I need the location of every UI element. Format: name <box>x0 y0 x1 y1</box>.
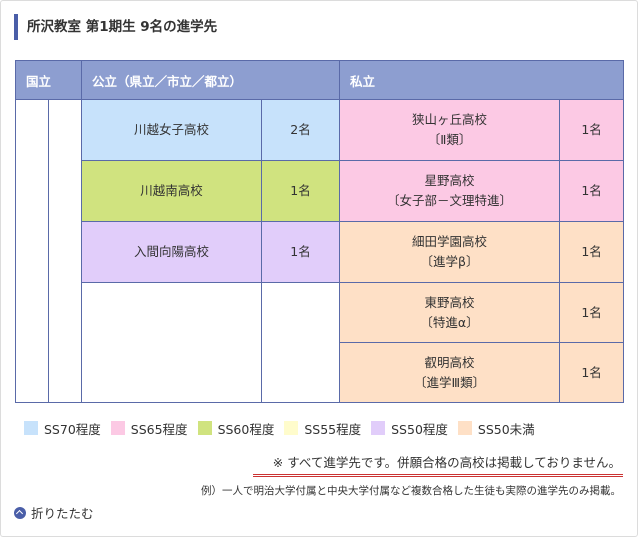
private-school-name: 狭山ヶ丘高校 〔Ⅱ類〕 <box>339 99 561 161</box>
chevron-up-icon <box>14 506 26 519</box>
legend-label: SS50程度 <box>391 421 448 437</box>
legend-item: SS60程度 <box>197 419 275 438</box>
kokuritsu-cell-2 <box>47 99 83 403</box>
table-header-row: 国立 公立（県立／市立／都立） 私立 <box>14 60 625 100</box>
public-empty-count <box>261 282 341 403</box>
legend-label: SS50未満 <box>477 421 535 437</box>
kokuritsu-cell-1 <box>15 99 49 403</box>
private-school-name: 星野高校 〔女子部－文理特進〕 <box>339 160 561 222</box>
private-school-name: 東野高校 〔特進α〕 <box>339 282 561 343</box>
public-school-name: 川越女子高校 <box>81 99 263 161</box>
header-public: 公立（県立／市立／都立） <box>81 60 341 100</box>
public-school-count: 2名 <box>261 99 341 161</box>
header-private: 私立 <box>339 60 625 100</box>
public-empty-name <box>81 282 263 403</box>
legend-swatch <box>371 421 386 435</box>
legend-swatch <box>457 421 472 435</box>
legend-label: SS65程度 <box>130 421 188 437</box>
table-row: 東野高校 〔特進α〕 1名 <box>16 282 625 403</box>
legend-item: SS70程度 <box>24 419 101 438</box>
private-school-count: 1名 <box>559 282 625 343</box>
note-underline <box>253 474 623 477</box>
legend-label: SS60程度 <box>217 421 275 437</box>
public-school-count: 1名 <box>261 221 341 283</box>
color-legend: SS70程度 SS65程度 SS60程度 SS55程度 SS50程度 SS50未… <box>24 418 545 438</box>
legend-swatch <box>284 421 299 435</box>
legend-label: SS70程度 <box>44 421 101 437</box>
collapse-label: 折りたたむ <box>31 506 94 521</box>
legend-swatch <box>24 421 38 435</box>
private-school-count: 1名 <box>559 221 625 283</box>
section-title: 所沢教室 第1期生 9名の進学先 <box>14 14 217 40</box>
table-row: 叡明高校 〔進学Ⅲ類〕 1名 <box>16 342 625 403</box>
public-school-name: 入間向陽高校 <box>81 221 263 283</box>
private-school-name: 叡明高校 〔進学Ⅲ類〕 <box>339 342 561 403</box>
legend-item: SS50程度 <box>371 419 448 438</box>
table-row: 入間向陽高校 1名 細田学園高校 〔進学β〕 1名 <box>16 221 625 283</box>
public-school-name: 川越南高校 <box>81 160 263 222</box>
main-note: ※ すべて進学先です。併願合格の高校は掲載しておりません。 <box>272 455 621 470</box>
example-note: 例）一人で明治大学付属と中央大学付属など複数合格した生徒も実際の進学先のみ掲載。 <box>201 485 621 497</box>
public-school-count: 1名 <box>261 160 341 222</box>
legend-item: SS50未満 <box>457 419 535 438</box>
table-row: 川越南高校 1名 星野高校 〔女子部－文理特進〕 1名 <box>16 160 625 222</box>
collapse-toggle[interactable]: 折りたたむ <box>14 503 94 522</box>
legend-item: SS55程度 <box>284 419 361 438</box>
admissions-table: 国立 公立（県立／市立／都立） 私立 川越女子高校 2名 狭山ヶ丘高校 〔Ⅱ類〕 … <box>14 60 625 403</box>
legend-swatch <box>197 421 212 435</box>
private-school-count: 1名 <box>559 342 625 403</box>
legend-item: SS65程度 <box>110 419 188 438</box>
private-school-name: 細田学園高校 〔進学β〕 <box>339 221 561 283</box>
private-school-count: 1名 <box>559 160 625 222</box>
header-kokuritsu: 国立 <box>14 60 83 100</box>
legend-label: SS55程度 <box>304 421 362 437</box>
private-school-count: 1名 <box>559 99 625 161</box>
table-row: 川越女子高校 2名 狭山ヶ丘高校 〔Ⅱ類〕 1名 <box>15 99 625 403</box>
legend-swatch <box>110 421 125 435</box>
